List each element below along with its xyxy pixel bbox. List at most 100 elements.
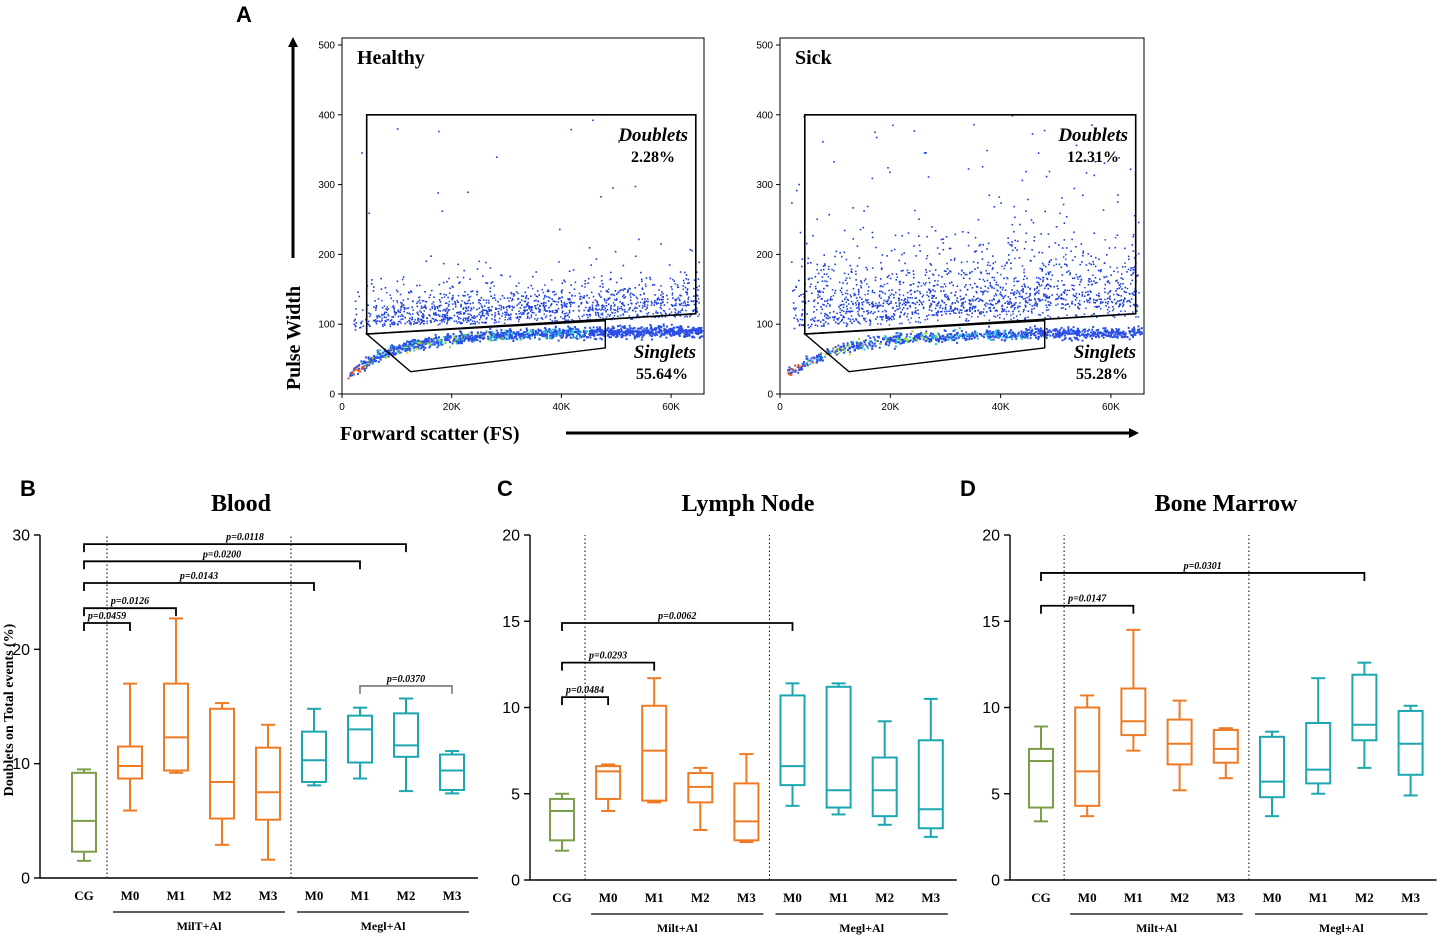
x-tick-label: 0 [339,402,345,413]
event-dot [858,302,860,304]
event-dot [977,309,980,312]
event-dot [1048,329,1051,332]
event-dot [593,329,596,332]
event-dot [456,299,458,302]
event-dot [839,320,842,323]
event-dot [842,282,844,284]
event-dot [1135,332,1138,334]
event-dot [377,353,380,356]
event-dot [906,339,909,342]
event-dot [936,339,939,342]
event-dot [586,294,588,297]
event-dot [1037,330,1040,333]
event-dot [471,337,474,340]
event-dot [794,369,797,372]
event-dot [647,312,650,314]
event-dot [1052,334,1054,337]
event-dot [687,282,689,285]
event-dot [902,341,905,344]
event-dot [438,336,441,339]
event-dot [934,269,937,271]
event-dot [967,334,969,337]
event-dot [1073,289,1075,291]
event-dot [955,312,957,314]
event-dot [481,311,484,313]
event-dot [696,311,699,313]
event-dot [479,299,481,302]
event-dot [511,298,514,300]
event-dot [1098,294,1100,297]
event-dot [408,322,411,325]
event-dot [485,261,487,264]
event-dot [379,358,382,361]
event-dot [813,300,815,303]
event-dot [895,302,897,304]
event-dot [1130,267,1132,269]
event-dot [889,171,891,174]
event-dot [860,347,863,350]
event-dot [630,331,633,334]
event-dot [441,315,443,318]
event-dot [680,330,683,333]
event-dot [1037,332,1040,335]
event-dot [583,314,585,316]
event-dot [1061,280,1063,282]
event-dot [566,314,569,317]
event-dot [992,267,994,269]
event-dot [642,334,645,337]
event-dot [692,300,694,303]
event-dot [1115,280,1117,282]
event-dot [993,332,996,335]
event-dot [874,279,877,282]
event-dot [1062,328,1065,331]
event-dot [880,340,882,343]
event-dot [573,288,576,291]
event-dot [997,300,999,303]
event-dot [956,332,959,334]
event-dot [997,335,1000,338]
event-dot [970,315,973,318]
event-dot [557,298,560,300]
event-dot [1093,174,1096,177]
event-dot [801,319,804,321]
event-dot [519,336,522,339]
event-dot [402,345,405,348]
event-dot [946,298,949,300]
event-dot [1122,305,1124,308]
event-dot [930,304,932,307]
event-dot [1033,297,1036,300]
event-dot [516,315,519,318]
event-dot [444,336,447,339]
event-dot [623,297,625,299]
event-dot [894,234,897,237]
event-dot [623,308,626,311]
event-dot [826,300,828,302]
event-dot [912,340,914,343]
event-dot [881,267,883,269]
event-dot [836,312,838,315]
event-dot [350,372,352,375]
event-dot [628,287,631,290]
event-dot [448,346,451,349]
event-dot [896,331,899,334]
event-dot [526,317,529,319]
event-dot [895,273,898,275]
event-dot [1124,286,1127,289]
event-dot [398,347,401,350]
event-dot [1129,168,1132,171]
event-dot [1084,328,1087,331]
event-dot [941,340,944,343]
event-dot [424,337,427,340]
event-dot [615,336,618,339]
event-dot [655,301,658,304]
event-dot [418,296,420,299]
event-dot [634,255,637,258]
event-dot [1037,313,1040,316]
event-dot [1065,216,1068,218]
event-dot [857,313,860,316]
event-dot [915,297,917,299]
event-dot [868,303,871,306]
event-dot [871,177,874,180]
event-dot [995,333,997,336]
event-dot [918,336,921,339]
